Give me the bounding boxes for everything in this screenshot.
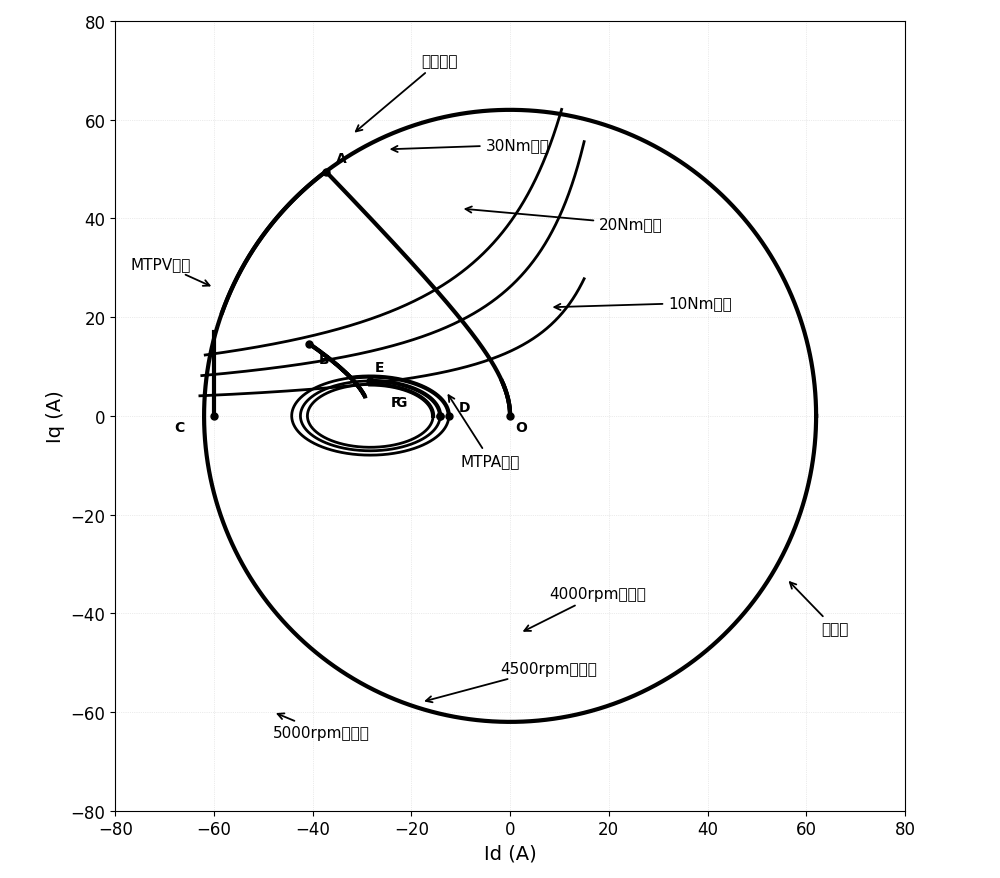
Text: F: F	[391, 396, 400, 409]
Text: MTPV轨迹: MTPV轨迹	[130, 256, 210, 286]
Text: A: A	[336, 152, 346, 165]
Text: C: C	[174, 421, 185, 435]
Text: 弱磁轨迹: 弱磁轨迹	[356, 54, 458, 133]
Text: 4500rpm电压限: 4500rpm电压限	[426, 661, 597, 702]
Text: 电流限: 电流限	[790, 582, 848, 637]
Text: G: G	[396, 396, 407, 409]
Text: O: O	[515, 421, 527, 435]
Y-axis label: Iq (A): Iq (A)	[46, 390, 65, 443]
X-axis label: Id (A): Id (A)	[484, 844, 536, 863]
Text: 5000rpm电压限: 5000rpm电压限	[273, 714, 370, 740]
Text: 20Nm转矩: 20Nm转矩	[466, 207, 663, 232]
Text: 4000rpm电压限: 4000rpm电压限	[524, 587, 646, 631]
Text: E: E	[375, 361, 385, 375]
Text: D: D	[459, 400, 470, 414]
Text: 30Nm转矩: 30Nm转矩	[391, 138, 549, 153]
Text: MTPA轨迹: MTPA轨迹	[449, 396, 520, 469]
Text: B: B	[319, 353, 329, 367]
Text: 10Nm转矩: 10Nm转矩	[554, 296, 732, 311]
